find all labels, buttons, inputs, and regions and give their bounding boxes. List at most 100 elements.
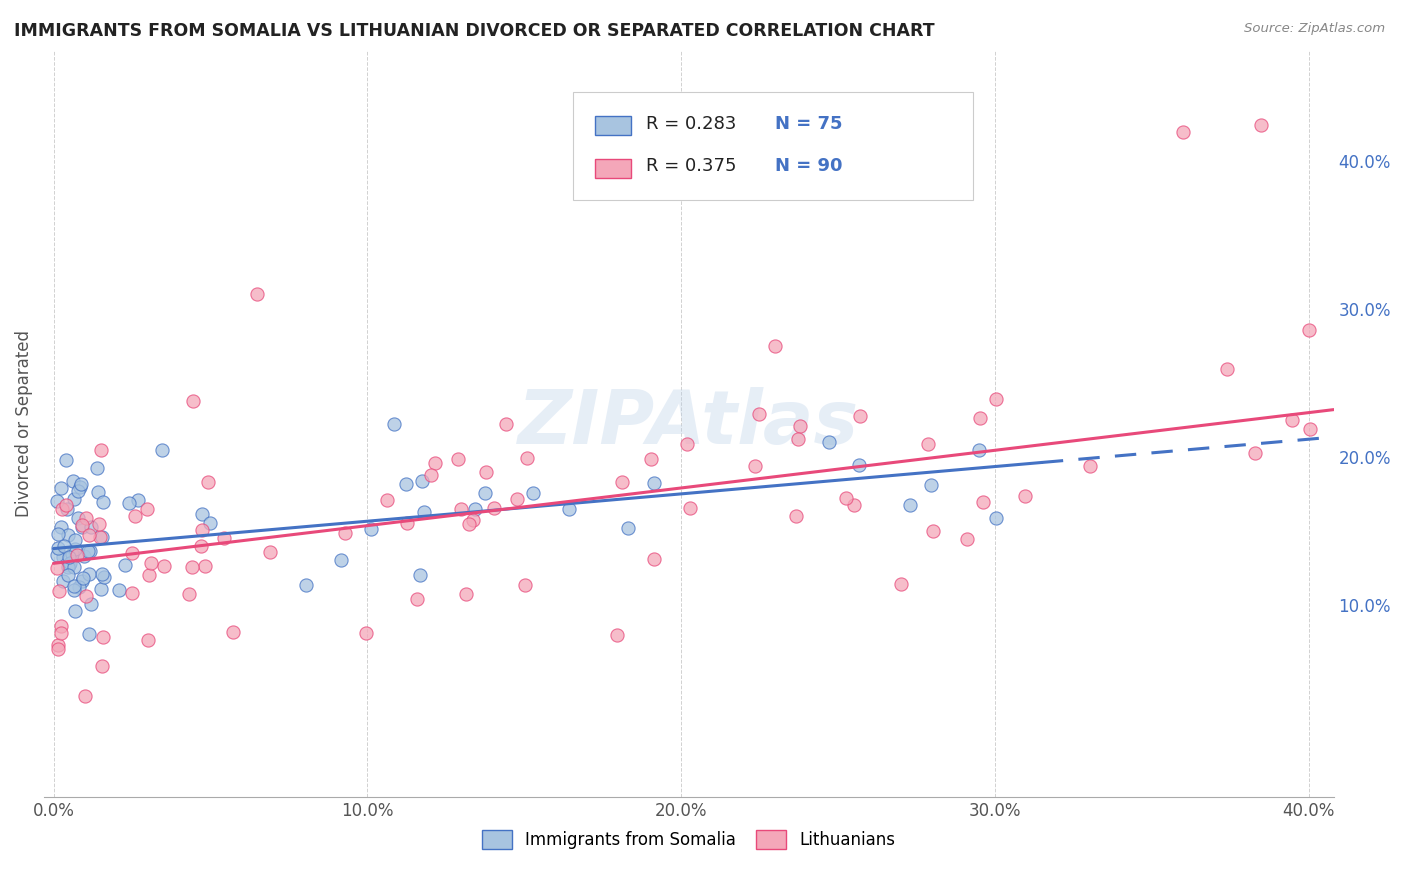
Point bbox=[56, 568, 79, 582]
Point bbox=[67, 510, 90, 524]
Point bbox=[180, 559, 202, 574]
Point bbox=[474, 486, 496, 500]
Point bbox=[45, 561, 67, 575]
Point bbox=[848, 458, 870, 472]
Point bbox=[395, 476, 418, 491]
Point bbox=[77, 566, 100, 581]
Point bbox=[461, 513, 484, 527]
Point bbox=[834, 491, 856, 505]
Point bbox=[406, 591, 429, 606]
Point bbox=[48, 527, 70, 541]
Point bbox=[58, 549, 80, 564]
Point bbox=[917, 436, 939, 450]
Point bbox=[80, 520, 103, 534]
Point bbox=[135, 502, 157, 516]
Point bbox=[60, 548, 83, 562]
Point bbox=[382, 417, 405, 431]
Text: N = 75: N = 75 bbox=[775, 115, 842, 133]
Point bbox=[643, 552, 665, 566]
Point bbox=[49, 481, 72, 495]
Point bbox=[59, 556, 82, 570]
Point bbox=[1281, 413, 1303, 427]
Point bbox=[330, 553, 353, 567]
Point bbox=[354, 626, 377, 640]
Point bbox=[48, 584, 70, 599]
Point bbox=[221, 625, 243, 640]
Point bbox=[90, 442, 112, 457]
Point bbox=[70, 477, 93, 491]
Point bbox=[63, 604, 86, 618]
Point bbox=[87, 517, 110, 532]
Point bbox=[118, 496, 141, 510]
Text: N = 90: N = 90 bbox=[775, 157, 842, 176]
Point bbox=[956, 532, 979, 546]
Point bbox=[87, 485, 110, 500]
Point bbox=[516, 450, 538, 465]
Point bbox=[458, 516, 481, 531]
Point bbox=[763, 339, 786, 353]
Point bbox=[124, 508, 146, 523]
Point bbox=[898, 498, 921, 512]
Point bbox=[423, 456, 446, 470]
Point bbox=[191, 507, 214, 521]
Point bbox=[114, 558, 136, 573]
Point bbox=[67, 580, 90, 594]
Point bbox=[246, 287, 269, 301]
Text: IMMIGRANTS FROM SOMALIA VS LITHUANIAN DIVORCED OR SEPARATED CORRELATION CHART: IMMIGRANTS FROM SOMALIA VS LITHUANIAN DI… bbox=[14, 22, 935, 40]
Point bbox=[58, 558, 80, 572]
Text: R = 0.375: R = 0.375 bbox=[647, 157, 737, 176]
Point bbox=[557, 502, 579, 516]
Y-axis label: Divorced or Separated: Divorced or Separated bbox=[15, 330, 32, 517]
Point bbox=[75, 511, 97, 525]
Point bbox=[77, 627, 100, 641]
Point bbox=[1244, 446, 1267, 460]
Point bbox=[75, 589, 97, 603]
Point bbox=[194, 559, 217, 574]
Point bbox=[295, 578, 318, 592]
Point bbox=[179, 587, 201, 601]
Point bbox=[69, 480, 91, 494]
Point bbox=[89, 530, 111, 544]
Point bbox=[454, 587, 477, 601]
Point bbox=[72, 518, 94, 533]
Point bbox=[640, 452, 662, 467]
Legend: Immigrants from Somalia, Lithuanians: Immigrants from Somalia, Lithuanians bbox=[475, 823, 903, 855]
Point bbox=[643, 476, 665, 491]
Point bbox=[63, 491, 86, 506]
Point bbox=[70, 520, 93, 534]
Point bbox=[921, 478, 943, 492]
Point bbox=[63, 560, 86, 574]
Point bbox=[181, 394, 204, 409]
Point bbox=[46, 541, 69, 555]
Point bbox=[612, 475, 634, 490]
Point bbox=[86, 461, 108, 475]
Point bbox=[63, 533, 86, 547]
Point bbox=[1351, 341, 1374, 355]
Point bbox=[63, 583, 86, 598]
Point bbox=[200, 516, 222, 531]
Point bbox=[53, 539, 76, 553]
Point bbox=[52, 574, 75, 588]
Point bbox=[606, 628, 628, 642]
Point bbox=[90, 582, 112, 596]
Point bbox=[1299, 421, 1322, 435]
Point bbox=[679, 501, 702, 516]
Point bbox=[484, 500, 506, 515]
Point bbox=[395, 516, 418, 530]
Point bbox=[197, 475, 219, 489]
Point bbox=[77, 528, 100, 542]
Point bbox=[46, 494, 69, 508]
Point bbox=[921, 524, 943, 538]
Point bbox=[1351, 499, 1374, 513]
Point bbox=[49, 520, 72, 534]
Point bbox=[91, 630, 114, 644]
Point bbox=[56, 559, 79, 574]
Point bbox=[447, 452, 470, 467]
Point bbox=[986, 392, 1008, 407]
Point bbox=[55, 501, 77, 516]
Point bbox=[375, 492, 398, 507]
Point bbox=[495, 417, 517, 431]
Point bbox=[127, 492, 149, 507]
FancyBboxPatch shape bbox=[595, 159, 631, 178]
Point bbox=[90, 659, 112, 673]
